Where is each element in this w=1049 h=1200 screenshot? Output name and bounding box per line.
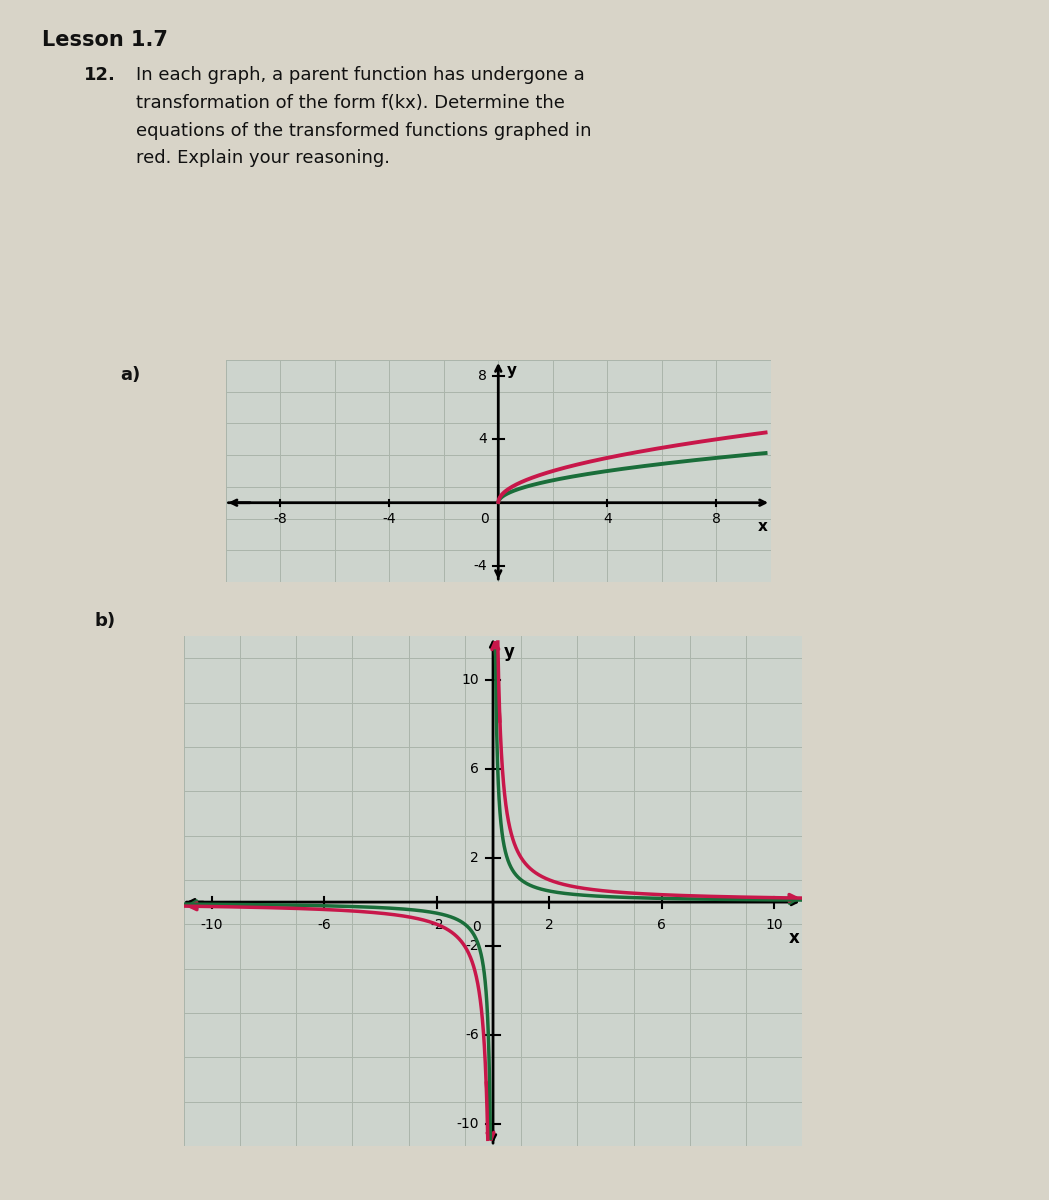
Text: -10: -10 bbox=[200, 918, 223, 931]
Text: 8: 8 bbox=[712, 512, 721, 527]
Text: -10: -10 bbox=[456, 1117, 479, 1130]
Text: -6: -6 bbox=[318, 918, 331, 931]
Text: b): b) bbox=[94, 612, 115, 630]
Text: -6: -6 bbox=[465, 1028, 479, 1042]
Text: 10: 10 bbox=[462, 673, 479, 688]
Text: 0: 0 bbox=[480, 512, 489, 527]
Text: x: x bbox=[757, 518, 768, 534]
Text: 6: 6 bbox=[658, 918, 666, 931]
Text: -8: -8 bbox=[273, 512, 287, 527]
Text: 2: 2 bbox=[544, 918, 554, 931]
Text: 4: 4 bbox=[603, 512, 612, 527]
Text: y: y bbox=[507, 364, 516, 378]
Text: 10: 10 bbox=[766, 918, 784, 931]
Text: y: y bbox=[505, 643, 515, 661]
Text: 8: 8 bbox=[478, 368, 488, 383]
Text: 2: 2 bbox=[470, 851, 479, 865]
Text: 12.: 12. bbox=[84, 66, 115, 84]
Text: a): a) bbox=[121, 366, 141, 384]
Text: -2: -2 bbox=[466, 940, 479, 954]
Text: In each graph, a parent function has undergone a
transformation of the form f(kx: In each graph, a parent function has und… bbox=[136, 66, 592, 168]
Text: 6: 6 bbox=[470, 762, 479, 776]
Text: 0: 0 bbox=[472, 920, 480, 934]
Text: -4: -4 bbox=[474, 559, 488, 574]
Text: 4: 4 bbox=[478, 432, 488, 446]
Text: x: x bbox=[789, 929, 799, 947]
Text: Lesson 1.7: Lesson 1.7 bbox=[42, 30, 168, 50]
Text: -2: -2 bbox=[430, 918, 444, 931]
Text: -4: -4 bbox=[383, 512, 395, 527]
